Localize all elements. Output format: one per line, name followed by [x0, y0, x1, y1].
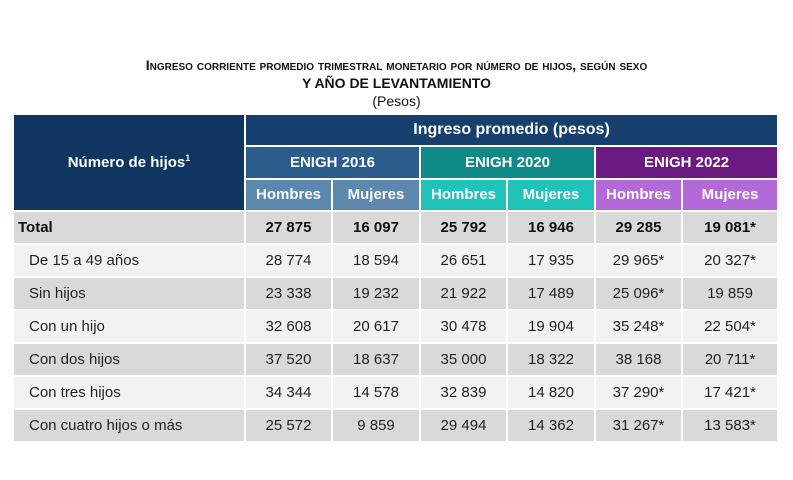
- value-cell: 17 935: [508, 245, 596, 278]
- value-cell: 35 248*: [596, 311, 683, 344]
- value-cell: 29 965*: [596, 245, 683, 278]
- row-header-label: Número de hijos1: [14, 115, 246, 212]
- value-cell: 28 774: [246, 245, 333, 278]
- value-cell: 27 875: [246, 212, 333, 245]
- title-line-1: Ingreso corriente promedio trimestral mo…: [145, 57, 648, 73]
- value-cell: 14 820: [508, 377, 596, 410]
- value-cell: 35 000: [421, 344, 508, 377]
- value-cell: 20 711*: [683, 344, 778, 377]
- value-cell: 20 327*: [683, 245, 778, 278]
- table-row: De 15 a 49 años 28 774 18 594 26 651 17 935 2…: [14, 245, 778, 278]
- sex-header: Mujeres: [683, 180, 778, 212]
- sex-header: Hombres: [246, 180, 333, 212]
- year-header-2020: ENIGH 2020: [421, 147, 596, 180]
- value-cell: 34 344: [246, 377, 333, 410]
- page: Ingreso corriente promedio trimestral mo…: [0, 56, 793, 443]
- value-cell: 37 520: [246, 344, 333, 377]
- value-cell: 14 578: [333, 377, 421, 410]
- value-cell: 18 594: [333, 245, 421, 278]
- value-cell: 31 267*: [596, 410, 683, 443]
- value-cell: 16 097: [333, 212, 421, 245]
- table-row: Sin hijos 23 338 19 232 21 922 17 489 25 096*…: [14, 278, 778, 311]
- value-cell: 23 338: [246, 278, 333, 311]
- value-cell: 17 489: [508, 278, 596, 311]
- year-header-2022: ENIGH 2022: [596, 147, 778, 180]
- value-cell: 19 081*: [683, 212, 778, 245]
- value-cell: 17 421*: [683, 377, 778, 410]
- sex-header: Hombres: [596, 180, 683, 212]
- value-cell: 25 792: [421, 212, 508, 245]
- value-cell: 13 583*: [683, 410, 778, 443]
- table-row: Con un hijo 32 608 20 617 30 478 19 904 35 24…: [14, 311, 778, 344]
- value-cell: 19 232: [333, 278, 421, 311]
- value-cell: 19 859: [683, 278, 778, 311]
- row-label: Con tres hijos: [14, 377, 246, 410]
- table-row: Con tres hijos 34 344 14 578 32 839 14 820 37…: [14, 377, 778, 410]
- row-label: Con un hijo: [14, 311, 246, 344]
- value-cell: 19 904: [508, 311, 596, 344]
- value-cell: 21 922: [421, 278, 508, 311]
- sex-header: Hombres: [421, 180, 508, 212]
- value-cell: 29 494: [421, 410, 508, 443]
- row-label: Con cuatro hijos o más: [14, 410, 246, 443]
- value-cell: 26 651: [421, 245, 508, 278]
- income-table: Número de hijos1 Ingreso promedio (pesos…: [14, 115, 778, 443]
- value-cell: 20 617: [333, 311, 421, 344]
- group-header: Ingreso promedio (pesos): [246, 115, 778, 147]
- value-cell: 9 859: [333, 410, 421, 443]
- row-label: Total: [14, 212, 246, 245]
- title-line-2: y año de levantamiento: [301, 75, 491, 91]
- value-cell: 29 285: [596, 212, 683, 245]
- value-cell: 22 504*: [683, 311, 778, 344]
- value-cell: 30 478: [421, 311, 508, 344]
- sex-header: Mujeres: [508, 180, 596, 212]
- value-cell: 25 096*: [596, 278, 683, 311]
- row-label: Con dos hijos: [14, 344, 246, 377]
- corner-label-text: Número de hijos: [67, 153, 186, 171]
- value-cell: 37 290*: [596, 377, 683, 410]
- table-title: Ingreso corriente promedio trimestral mo…: [0, 56, 793, 92]
- sex-header: Mujeres: [333, 180, 421, 212]
- year-header-2016: ENIGH 2016: [246, 147, 421, 180]
- value-cell: 14 362: [508, 410, 596, 443]
- value-cell: 18 637: [333, 344, 421, 377]
- value-cell: 32 608: [246, 311, 333, 344]
- table-row: Con dos hijos 37 520 18 637 35 000 18 322 38 …: [14, 344, 778, 377]
- total-row: Total 27 875 16 097 25 792 16 946 29 285 19 08…: [14, 212, 778, 245]
- units-label: (Pesos): [372, 93, 421, 109]
- value-cell: 16 946: [508, 212, 596, 245]
- value-cell: 18 322: [508, 344, 596, 377]
- row-label: De 15 a 49 años: [14, 245, 246, 278]
- value-cell: 38 168: [596, 344, 683, 377]
- row-label: Sin hijos: [14, 278, 246, 311]
- footnote-marker: 1: [185, 152, 191, 163]
- table-row: Con cuatro hijos o más 25 572 9 859 29 494 1…: [14, 410, 778, 443]
- value-cell: 25 572: [246, 410, 333, 443]
- value-cell: 32 839: [421, 377, 508, 410]
